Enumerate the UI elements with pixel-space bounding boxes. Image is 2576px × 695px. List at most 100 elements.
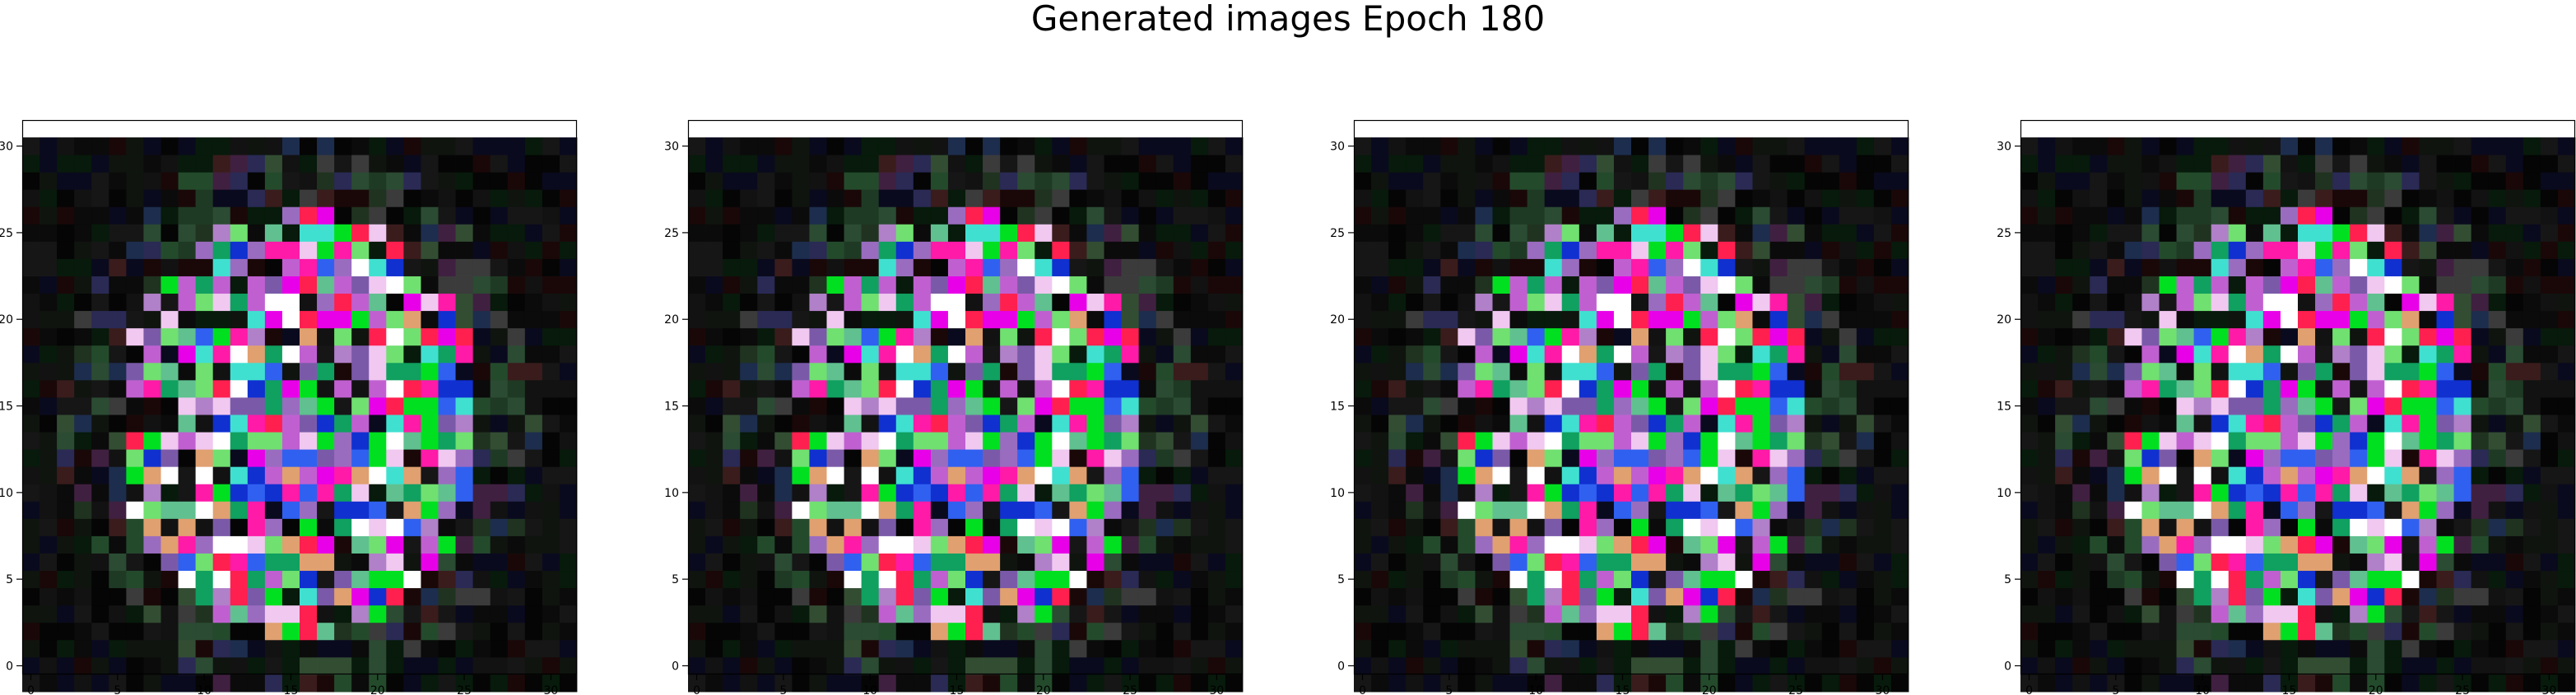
image-pixel: [1388, 622, 1407, 641]
image-pixel: [490, 605, 509, 623]
image-pixel: [1190, 379, 1209, 398]
image-pixel: [403, 206, 421, 225]
image-pixel: [57, 155, 75, 173]
image-pixel: [542, 674, 560, 693]
image-pixel: [1052, 293, 1070, 312]
image-pixel: [126, 535, 144, 554]
image-pixel: [1856, 172, 1875, 190]
image-pixel: [2072, 276, 2090, 294]
image-pixel: [2350, 155, 2368, 173]
image-pixel: [1475, 605, 1493, 623]
image-pixel: [178, 293, 197, 312]
image-pixel: [1000, 310, 1018, 329]
image-pixel: [2523, 535, 2541, 554]
image-pixel: [2211, 518, 2230, 536]
image-pixel: [1406, 432, 1424, 450]
image-pixel: [1492, 379, 1510, 398]
image-pixel: [1631, 345, 1649, 364]
image-pixel: [2262, 293, 2281, 312]
image-pixel: [317, 362, 335, 381]
image-pixel: [91, 432, 109, 450]
image-pixel: [2505, 137, 2524, 155]
image-pixel: [2159, 293, 2177, 312]
image-pixel: [1718, 484, 1736, 502]
image-pixel: [1769, 449, 1788, 467]
image-pixel: [930, 518, 949, 536]
image-pixel: [1000, 362, 1018, 381]
image-pixel: [74, 484, 92, 502]
image-pixel: [1440, 137, 1458, 155]
image-pixel: [1561, 327, 1580, 346]
image-pixel: [1458, 293, 1476, 312]
image-pixel: [126, 397, 144, 415]
image-pixel: [895, 501, 914, 519]
image-pixel: [2488, 206, 2507, 225]
image-pixel: [2557, 639, 2576, 658]
image-pixel: [317, 189, 335, 207]
image-pixel: [247, 276, 266, 294]
image-pixel: [1190, 587, 1209, 606]
image-pixel: [1086, 415, 1104, 433]
image-pixel: [2090, 553, 2108, 572]
image-pixel: [2211, 310, 2230, 329]
image-pixel: [1613, 518, 1632, 536]
image-pixel: [1225, 224, 1244, 242]
image-pixel: [757, 345, 775, 364]
image-pixel: [1527, 206, 1546, 225]
image-pixel: [2488, 379, 2507, 398]
image-pixel: [2471, 155, 2490, 173]
y-tick-label: 30: [664, 141, 679, 154]
image-pixel: [57, 172, 75, 190]
image-pixel: [723, 137, 741, 155]
image-pixel: [455, 415, 474, 433]
image-pixel: [40, 570, 58, 589]
image-pixel: [1666, 189, 1684, 207]
image-pixel: [757, 674, 775, 693]
image-pixel: [247, 206, 266, 225]
image-pixel: [2332, 518, 2350, 536]
image-pixel: [1155, 484, 1174, 502]
image-pixel: [2107, 553, 2125, 572]
image-pixel: [2124, 293, 2142, 312]
image-pixel: [2193, 605, 2212, 623]
image-pixel: [507, 258, 526, 276]
image-pixel: [2505, 155, 2524, 173]
image-pixel: [2350, 258, 2368, 276]
image-pixel: [1596, 656, 1615, 675]
image-pixel: [178, 622, 197, 641]
image-pixel: [2540, 345, 2559, 364]
image-pixel: [2124, 224, 2142, 242]
image-pixel: [2280, 345, 2299, 364]
image-pixel: [1492, 449, 1510, 467]
image-pixel: [386, 518, 404, 536]
image-pixel: [1752, 241, 1770, 259]
image-pixel: [2419, 155, 2437, 173]
image-pixel: [2020, 553, 2039, 572]
image-pixel: [438, 258, 456, 276]
image-pixel: [1035, 293, 1053, 312]
image-pixel: [403, 449, 421, 467]
image-pixel: [2384, 449, 2402, 467]
image-pixel: [2262, 587, 2281, 606]
image-pixel: [1700, 587, 1718, 606]
image-pixel: [861, 570, 880, 589]
image-pixel: [844, 293, 863, 312]
image-pixel: [2332, 587, 2350, 606]
image-pixel: [740, 276, 758, 294]
image-pixel: [91, 674, 109, 693]
image-pixel: [1561, 155, 1580, 173]
image-pixel: [1190, 310, 1209, 329]
image-pixel: [2419, 674, 2437, 693]
image-pixel: [1458, 605, 1476, 623]
image-pixel: [740, 432, 758, 450]
image-pixel: [2402, 379, 2420, 398]
image-pixel: [1561, 206, 1580, 225]
image-pixel: [317, 293, 335, 312]
image-pixel: [195, 345, 214, 364]
image-pixel: [1873, 535, 1892, 554]
image-pixel: [2159, 155, 2177, 173]
image-pixel: [2505, 518, 2524, 536]
image-pixel: [1787, 362, 1806, 381]
image-pixel: [1769, 327, 1788, 346]
image-pixel: [2245, 224, 2264, 242]
